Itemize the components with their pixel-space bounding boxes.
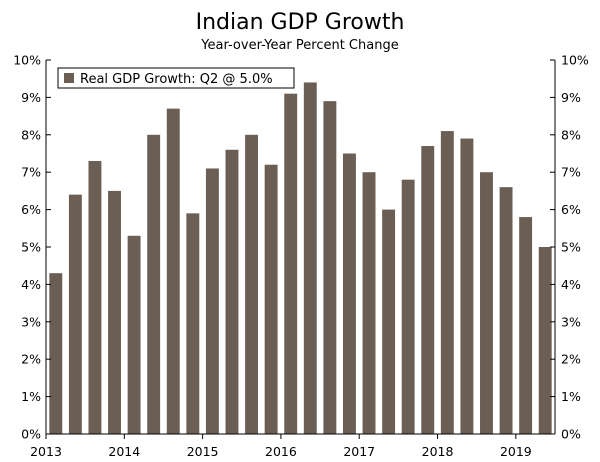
legend-label: Real GDP Growth: Q2 @ 5.0%	[80, 72, 273, 87]
y-tick-label-right: 0%	[561, 427, 581, 442]
legend-swatch	[64, 73, 74, 83]
y-tick-label-right: 2%	[561, 352, 581, 367]
bar	[480, 172, 493, 434]
bars-group	[49, 82, 552, 435]
bar	[382, 209, 396, 434]
x-tick-label: 2014	[108, 444, 140, 459]
y-tick-label-right: 4%	[561, 277, 581, 292]
bar	[225, 149, 239, 434]
x-ticks: 2013 2014 2015 2016 2017 2018 2019	[30, 434, 532, 459]
y-tick-label-left: 2%	[21, 352, 41, 367]
y-tick-label-right: 9%	[561, 90, 581, 105]
y-tick-label-right: 6%	[561, 202, 581, 217]
y-tick-label-left: 0%	[21, 427, 41, 442]
chart-title: Indian GDP Growth	[196, 10, 405, 35]
y-ticks-right: 0% 1% 2% 3% 4% 5% 6% 7% 8% 9% 10%	[550, 53, 589, 442]
y-tick-label-right: 7%	[561, 165, 581, 180]
bar	[68, 194, 82, 434]
bar	[88, 160, 102, 435]
y-tick-label-right: 1%	[561, 389, 581, 404]
y-tick-label-left: 5%	[21, 240, 41, 255]
y-tick-label-left: 6%	[21, 202, 41, 217]
y-tick-label-right: 8%	[561, 127, 581, 142]
x-tick-label: 2015	[187, 444, 219, 459]
y-tick-label-right: 10%	[561, 53, 589, 68]
bar	[205, 168, 219, 434]
x-tick-label: 2018	[422, 444, 454, 459]
bar	[421, 146, 435, 434]
x-tick-label: 2017	[343, 444, 375, 459]
bar	[303, 82, 317, 434]
x-tick-label: 2013	[30, 444, 62, 459]
bar	[127, 235, 141, 434]
bar	[342, 153, 356, 434]
bar	[245, 134, 259, 435]
bar	[538, 247, 552, 434]
legend: Real GDP Growth: Q2 @ 5.0%	[57, 67, 295, 89]
y-tick-label-left: 7%	[21, 165, 41, 180]
bar	[499, 187, 513, 434]
y-tick-label-left: 4%	[21, 277, 41, 292]
bar	[440, 131, 454, 434]
bar	[49, 273, 63, 434]
y-tick-label-left: 8%	[21, 127, 41, 142]
bar	[401, 179, 415, 434]
x-tick-label: 2019	[500, 444, 532, 459]
y-ticks-left: 0% 1% 2% 3% 4% 5% 6% 7% 8% 9% 10%	[13, 53, 51, 442]
bar	[460, 138, 474, 435]
bar	[186, 213, 200, 434]
x-tick-label: 2016	[265, 444, 297, 459]
legend-box	[57, 67, 295, 89]
bar	[147, 134, 161, 435]
bar	[362, 172, 376, 434]
chart-subtitle: Year-over-Year Percent Change	[200, 38, 398, 53]
y-tick-label-left: 9%	[21, 90, 41, 105]
bar	[264, 164, 278, 434]
bar	[323, 101, 337, 434]
bar	[284, 93, 298, 434]
axes-group	[45, 60, 556, 435]
y-tick-label-right: 3%	[561, 314, 581, 329]
y-tick-label-left: 1%	[21, 389, 41, 404]
y-tick-label-left: 3%	[21, 314, 41, 329]
bar	[519, 217, 533, 434]
bar	[166, 108, 180, 435]
bar	[108, 190, 121, 434]
y-tick-label-left: 10%	[13, 53, 41, 68]
y-tick-label-right: 5%	[561, 240, 581, 255]
